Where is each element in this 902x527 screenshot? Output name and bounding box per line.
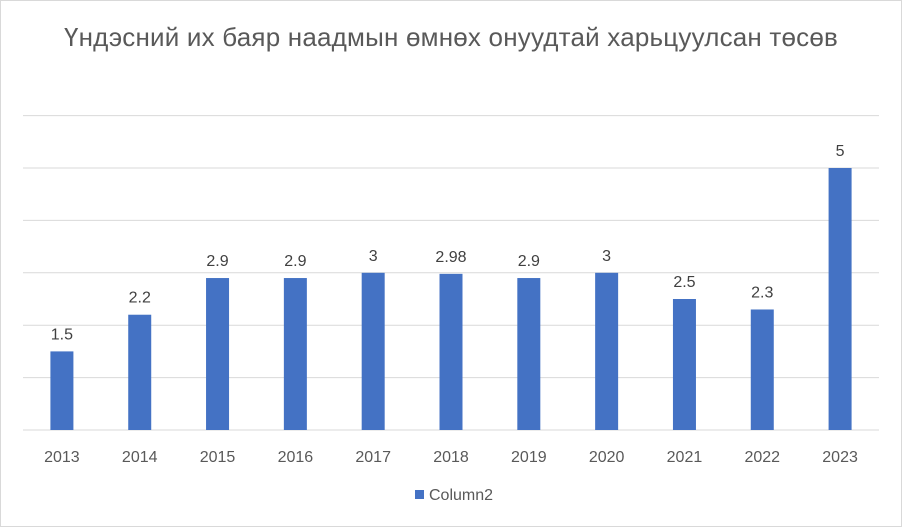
legend-label: Column2 (429, 487, 493, 504)
data-label-2020: 3 (602, 248, 611, 265)
x-tick-label-2017: 2017 (355, 449, 391, 466)
chart-title: Үндэсний их баяр наадмын өмнөх онуудтай … (63, 22, 839, 52)
x-tick-label-2014: 2014 (122, 449, 158, 466)
data-label-2014: 2.2 (129, 290, 151, 307)
data-label-2021: 2.5 (673, 274, 695, 291)
bar-2014 (128, 314, 152, 430)
bar-2020 (595, 272, 619, 430)
bar-2023 (828, 168, 852, 430)
bar-2015 (206, 278, 230, 430)
data-label-2023: 5 (836, 143, 845, 160)
bar-2017 (361, 272, 385, 430)
data-label-2017: 3 (369, 248, 378, 265)
x-tick-label-2021: 2021 (667, 449, 703, 466)
data-label-2018: 2.98 (435, 249, 466, 266)
legend-swatch (415, 490, 424, 499)
x-tick-label-2020: 2020 (589, 449, 625, 466)
bars (50, 168, 852, 430)
x-tick-label-2018: 2018 (433, 449, 469, 466)
x-axis-ticks: 2013 2014 2015 2016 2017 2018 2019 2020 2021 2022… (44, 449, 858, 466)
bar-2018 (439, 273, 463, 430)
bar-2013 (50, 351, 74, 430)
x-tick-label-2013: 2013 (44, 449, 80, 466)
data-label-2016: 2.9 (284, 253, 306, 270)
data-label-2022: 2.3 (751, 284, 773, 301)
x-tick-label-2022: 2022 (744, 449, 780, 466)
legend: Column2 (415, 487, 493, 504)
data-label-2019: 2.9 (518, 253, 540, 270)
x-tick-label-2019: 2019 (511, 449, 547, 466)
data-labels: 1.5 2.2 2.9 2.9 3 2.98 2.9 3 2.5 2.3 5 (51, 143, 845, 343)
x-tick-label-2015: 2015 (200, 449, 236, 466)
x-tick-label-2016: 2016 (278, 449, 314, 466)
x-tick-label-2023: 2023 (822, 449, 858, 466)
bar-2022 (750, 309, 774, 430)
data-label-2013: 1.5 (51, 326, 73, 343)
bar-2021 (672, 299, 696, 430)
data-label-2015: 2.9 (206, 253, 228, 270)
bar-2016 (283, 278, 307, 430)
bar-2019 (517, 278, 541, 430)
